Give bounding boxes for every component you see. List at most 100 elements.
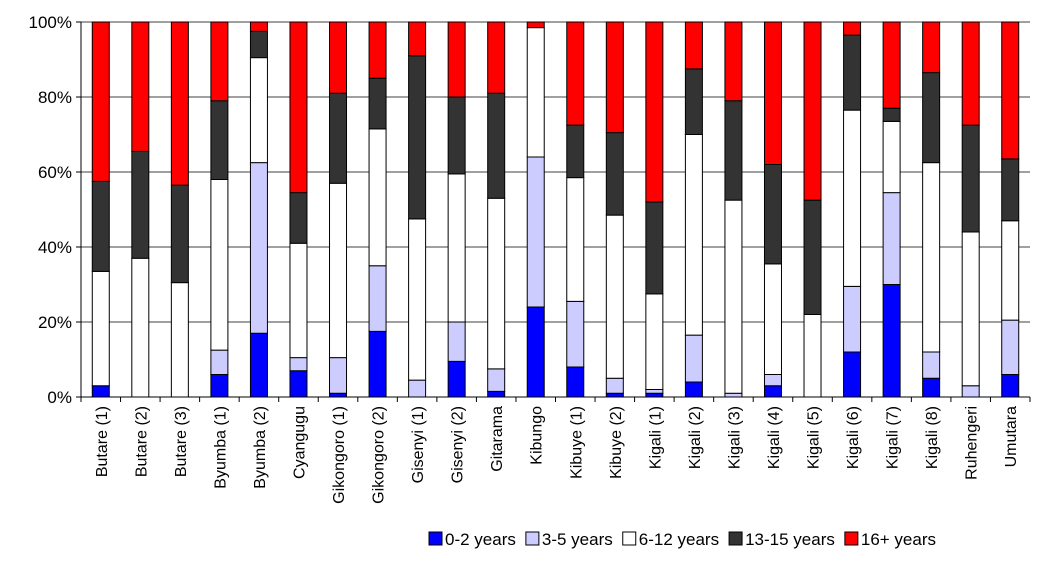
- bar-segment: [368, 330, 387, 398]
- bar-segment: [882, 120, 901, 194]
- bar-segment: [487, 197, 506, 370]
- bar-segment: [329, 357, 348, 394]
- bar-segment: [368, 128, 387, 267]
- bar-segment: [843, 285, 862, 353]
- bar-segment: [447, 21, 466, 98]
- legend-swatch: [428, 531, 443, 546]
- bar-segment: [645, 293, 664, 390]
- bar-segment: [526, 27, 545, 158]
- bar-segment: [131, 257, 150, 398]
- bar-segment: [684, 68, 703, 135]
- bar-segment: [1001, 21, 1020, 160]
- bar-segment: [210, 374, 229, 398]
- bar-segment: [249, 162, 268, 334]
- bar-segment: [289, 192, 308, 244]
- bar-segment: [763, 263, 782, 375]
- bar-segment: [803, 314, 822, 398]
- bar-segment: [882, 284, 901, 398]
- bar-segment: [961, 21, 980, 126]
- bar-segment: [210, 100, 229, 180]
- bar-segment: [329, 392, 348, 398]
- bar-segment: [368, 265, 387, 332]
- bar-segment: [289, 242, 308, 359]
- bar-segment: [447, 173, 466, 323]
- bar-segment: [724, 100, 743, 201]
- bar-segment: [91, 21, 110, 182]
- bar-segment: [843, 34, 862, 111]
- x-tick-label: Byumba (2): [252, 406, 269, 489]
- bar-segment: [803, 199, 822, 315]
- bar-segment: [922, 72, 941, 164]
- bar-segment: [763, 164, 782, 265]
- x-tick-label: Butare (1): [94, 406, 111, 477]
- bar-segment: [566, 177, 585, 302]
- x-tick-label: Kibuye (2): [608, 406, 625, 479]
- bar-segment: [724, 392, 743, 398]
- bar-segment: [487, 368, 506, 392]
- x-tick-label: Butare (2): [133, 406, 150, 477]
- bar-segment: [566, 21, 585, 126]
- bar-segment: [91, 385, 110, 398]
- bar-segment: [329, 92, 348, 184]
- bar-segment: [605, 214, 624, 379]
- bar-segment: [684, 334, 703, 383]
- bar-segment: [684, 134, 703, 336]
- bar-segment: [922, 21, 941, 74]
- bar-segment: [368, 21, 387, 79]
- bar-segment: [645, 392, 664, 398]
- bar-segment: [289, 357, 308, 372]
- x-tick-label: Kibuye (1): [568, 406, 585, 479]
- bar-segment: [487, 21, 506, 94]
- bar-segment: [487, 92, 506, 199]
- bar-segment: [763, 374, 782, 387]
- bar-segment: [882, 21, 901, 109]
- bar-segment: [170, 21, 189, 186]
- bar-segment: [605, 392, 624, 398]
- bar-segment: [882, 107, 901, 122]
- x-tick-label: Gitarama: [489, 406, 506, 472]
- x-tick-label: Butare (3): [173, 406, 190, 477]
- x-tick-label: Kigali (4): [766, 406, 783, 469]
- bar-segment: [1001, 319, 1020, 375]
- bar-segment: [566, 300, 585, 368]
- legend-swatch: [622, 531, 637, 546]
- legend-swatch: [728, 531, 743, 546]
- bar-segment: [843, 351, 862, 398]
- bar-segment: [526, 306, 545, 398]
- legend-label: 16+ years: [861, 530, 936, 549]
- bar-segment: [961, 124, 980, 233]
- bar-segment: [131, 21, 150, 152]
- bar-segment: [249, 57, 268, 164]
- x-tick-label: Cyangugu: [291, 406, 308, 479]
- legend-swatch: [525, 531, 540, 546]
- bar-segment: [684, 381, 703, 398]
- bar-segment: [566, 124, 585, 179]
- legend-label: 13-15 years: [745, 530, 835, 549]
- y-tick-label: 20%: [38, 313, 72, 332]
- bar-segment: [526, 21, 545, 29]
- bar-segment: [408, 379, 427, 398]
- bar-segment: [1001, 220, 1020, 321]
- bar-segment: [605, 377, 624, 394]
- legend-label: 6-12 years: [639, 530, 719, 549]
- x-tick-label: Kigali (3): [726, 406, 743, 469]
- x-tick-label: Gikongoro (2): [371, 406, 388, 504]
- y-tick-label: 60%: [38, 163, 72, 182]
- bar-segment: [763, 21, 782, 165]
- legend: 0-2 years 3-5 years 6-12 years 13-15 years 1…: [428, 530, 936, 549]
- bar-segment: [91, 270, 110, 387]
- bar-segment: [249, 332, 268, 398]
- bar-segment: [882, 192, 901, 285]
- bar-segment: [289, 21, 308, 194]
- bar-segment: [843, 109, 862, 287]
- x-tick-label: Kigali (6): [845, 406, 862, 469]
- bar-segment: [447, 96, 466, 175]
- y-tick-label: 40%: [38, 238, 72, 257]
- bar-segment: [447, 360, 466, 398]
- bar-segment: [961, 385, 980, 398]
- x-tick-label: Gisenyi (2): [450, 406, 467, 483]
- bar-segment: [803, 21, 822, 201]
- bar-segment: [249, 21, 268, 32]
